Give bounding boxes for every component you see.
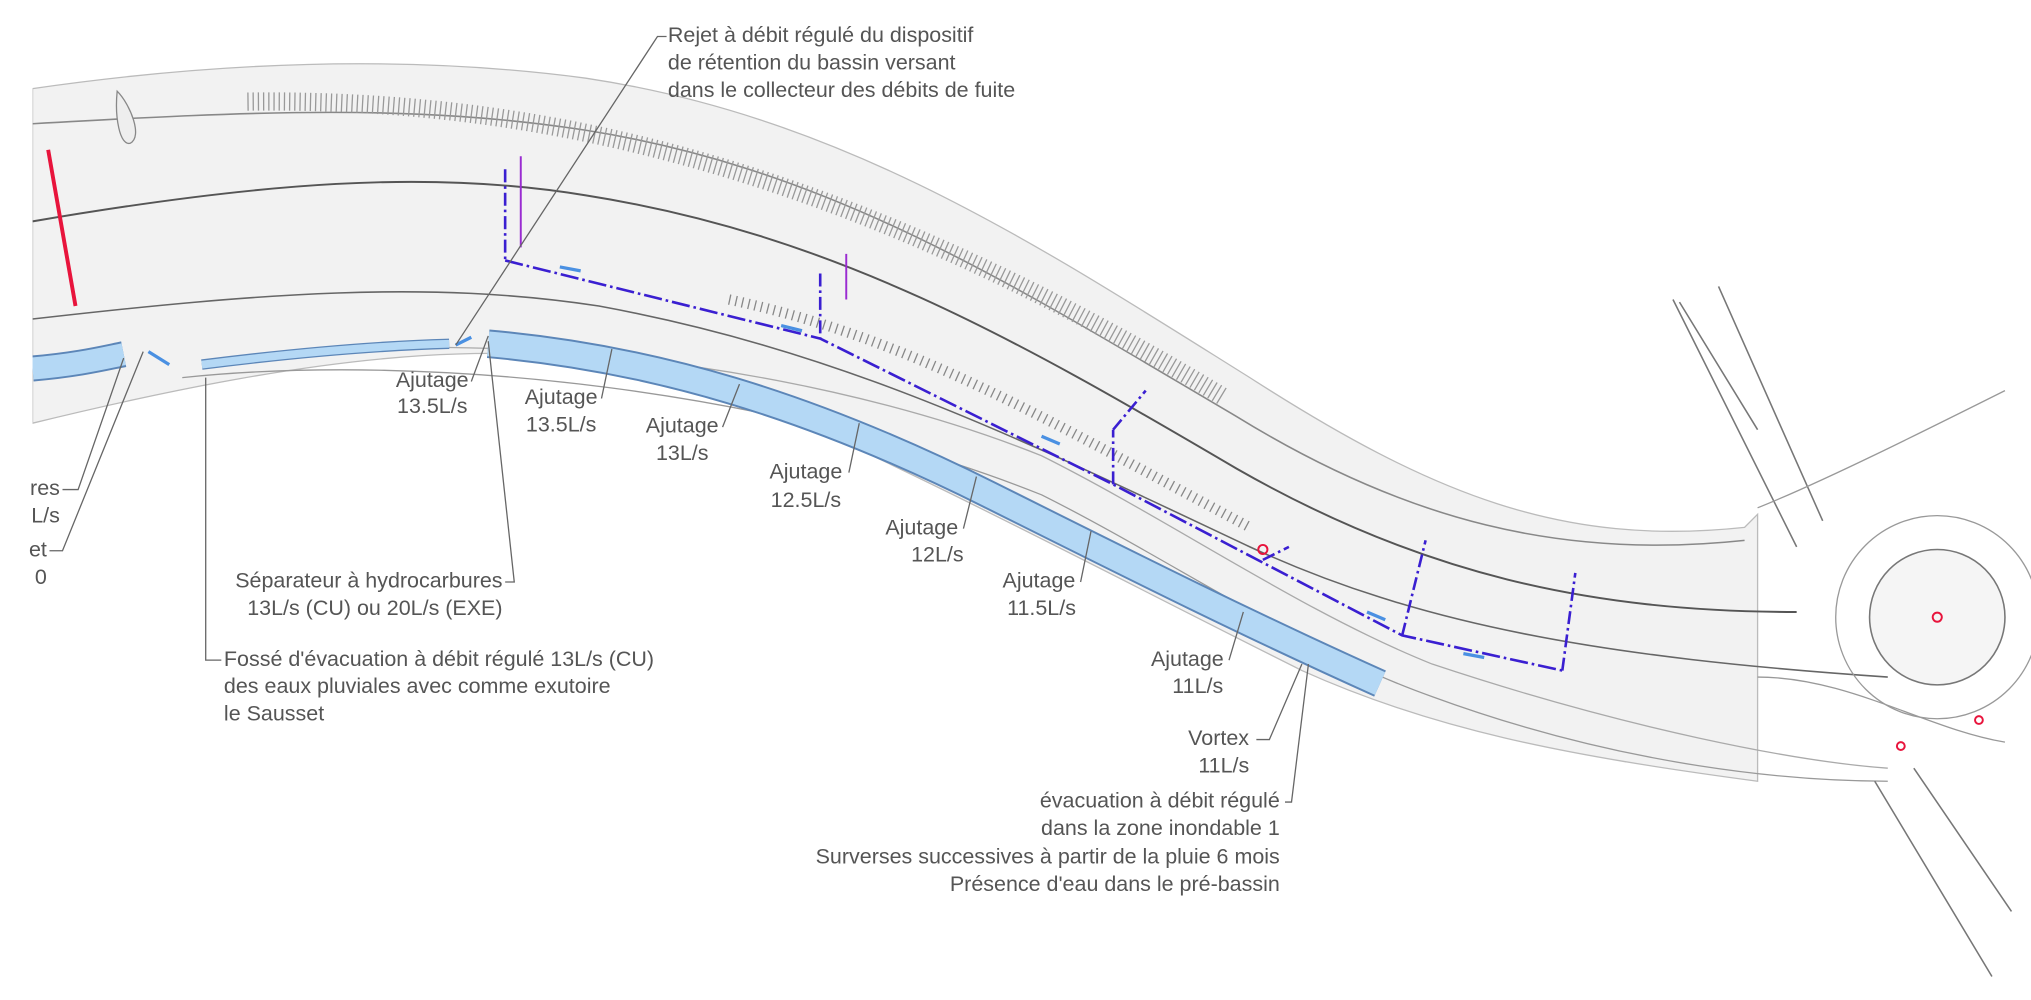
annotation-text: et: [29, 537, 47, 561]
annotation-text: dans la zone inondable 1: [1041, 816, 1280, 840]
annotations: Rejet à débit régulé du dispositif de ré…: [29, 23, 1280, 896]
annotation-text: 0: [35, 565, 47, 589]
annotation-text: Ajutage: [1151, 647, 1224, 671]
pipe-network: [147, 156, 1577, 672]
annotation-text: de rétention du bassin versant: [668, 51, 956, 75]
annotation-text: Séparateur à hydrocarbures: [235, 569, 502, 593]
annotation-text: 12.5L/s: [771, 488, 841, 512]
left-margin: [0, 0, 33, 1000]
annotation-text: Ajutage: [646, 414, 719, 438]
annotation-text: Ajutage: [885, 515, 958, 539]
annotation-text: Vortex: [1188, 726, 1249, 750]
annotation-text: Ajutage: [1003, 569, 1076, 593]
annotation-text: Fossé d'évacuation à débit régulé 13L/s …: [224, 647, 654, 671]
annotation-text: Présence d'eau dans le pré-bassin: [950, 872, 1280, 896]
annotation-text: 13.5L/s: [526, 412, 596, 436]
annotation-text: 13.5L/s: [397, 394, 467, 418]
annotation-text: des eaux pluviales avec comme exutoire: [224, 674, 611, 698]
leader-lines: [49, 35, 1310, 803]
annotation-text: 11.5L/s: [1007, 596, 1076, 620]
plan-background: [31, 63, 2031, 977]
retention-basin: [31, 329, 1386, 697]
annotation-text: Ajutage: [769, 459, 842, 483]
annotation-text: Ajutage: [396, 368, 469, 392]
annotation-text: Rejet à débit régulé du dispositif: [668, 23, 974, 47]
annotation-text: 13L/s: [656, 441, 709, 465]
annotation-text: le Sausset: [224, 701, 324, 725]
annotation-text: Surverses successives à partir de la plu…: [816, 845, 1280, 869]
annotation-text: L/s: [31, 504, 60, 528]
annotation-text: 12L/s: [911, 543, 964, 567]
annotation-text: Ajutage: [525, 385, 598, 409]
annotation-text: évacuation à débit régulé: [1040, 789, 1280, 813]
annotation-text: res: [30, 476, 60, 500]
annotation-text: dans le collecteur des débits de fuite: [668, 78, 1015, 102]
annotation-text: 13L/s (CU) ou 20L/s (EXE): [247, 596, 502, 620]
annotation-text: 11L/s: [1198, 754, 1249, 778]
annotation-text: 11L/s: [1172, 674, 1223, 698]
